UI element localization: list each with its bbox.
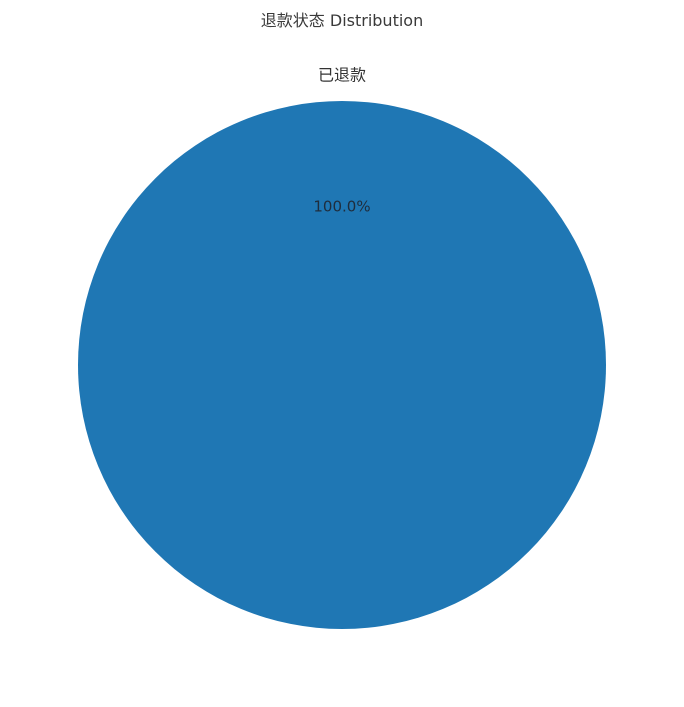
- pie-slice: [78, 101, 606, 629]
- slice-category-label: 已退款: [318, 66, 366, 85]
- pie-slices: [78, 101, 606, 629]
- slice-percent-label: 100.0%: [313, 198, 370, 216]
- pie-labels: 100.0% 已退款: [313, 66, 370, 216]
- chart-title: 退款状态 Distribution: [261, 11, 423, 30]
